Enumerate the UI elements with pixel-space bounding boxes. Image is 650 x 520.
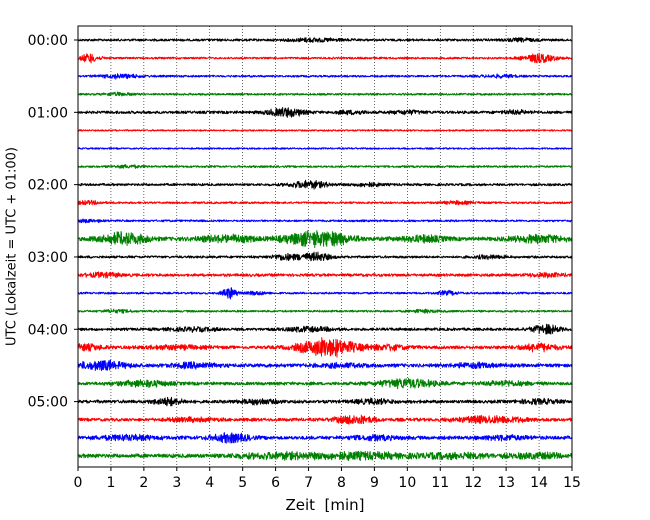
y-tick-label: 04:00 [28, 322, 68, 338]
x-tick-label: 7 [304, 475, 313, 491]
y-tick-label: 03:00 [28, 250, 68, 266]
x-tick-label: 13 [497, 475, 515, 491]
trace-line [77, 450, 573, 462]
y-tick-label: 00:00 [28, 33, 68, 49]
y-tick-label: 05:00 [28, 395, 68, 411]
x-tick-label: 14 [530, 475, 548, 491]
trace-line [77, 129, 573, 132]
x-tick-label: 12 [464, 475, 482, 491]
trace-line [77, 91, 573, 97]
trace-line [77, 199, 573, 206]
trace-line [77, 218, 573, 224]
trace-line [77, 271, 573, 279]
x-tick-label: 10 [398, 475, 416, 491]
x-tick-label: 1 [106, 475, 115, 491]
trace-line [77, 359, 573, 372]
plot-frame [77, 25, 573, 468]
x-tick-label: 15 [563, 475, 581, 491]
trace-line [77, 179, 573, 190]
y-axis-ticks: 00:00 01:00 02:00 03:00 04:00 05:00 [28, 33, 78, 411]
trace-line [77, 414, 573, 425]
x-tick-label: 2 [139, 475, 148, 491]
trace-line [77, 52, 573, 64]
trace-line [77, 308, 573, 314]
y-axis-label: UTC (Lokalzeit = UTC + 01:00) [5, 147, 20, 346]
trace-line [77, 37, 573, 43]
x-tick-label: 5 [238, 475, 247, 491]
trace-line [77, 287, 573, 300]
x-tick-label: 6 [271, 475, 280, 491]
trace-line [77, 377, 573, 390]
x-tick-label: 0 [74, 475, 83, 491]
x-tick-label: 11 [431, 475, 449, 491]
x-tick-label: 3 [172, 475, 181, 491]
y-tick-label: 01:00 [28, 105, 68, 121]
trace-line [77, 107, 573, 118]
seismic-traces [77, 37, 573, 462]
trace-line [77, 396, 573, 407]
trace-line [77, 251, 573, 262]
trace-line [77, 323, 573, 335]
trace-line [77, 73, 573, 80]
y-tick-label: 02:00 [28, 178, 68, 194]
trace-line [77, 432, 573, 444]
x-tick-label: 9 [370, 475, 379, 491]
trace-line [77, 164, 573, 169]
trace-line [77, 337, 573, 358]
x-axis-ticks: 0 1 2 3 4 5 6 7 8 9 10 11 12 13 14 15 [74, 467, 581, 491]
x-tick-label: 8 [337, 475, 346, 491]
x-tick-label: 4 [205, 475, 214, 491]
trace-line [77, 230, 573, 249]
trace-line [77, 147, 573, 150]
x-axis-label: Zeit [min] [285, 496, 364, 514]
